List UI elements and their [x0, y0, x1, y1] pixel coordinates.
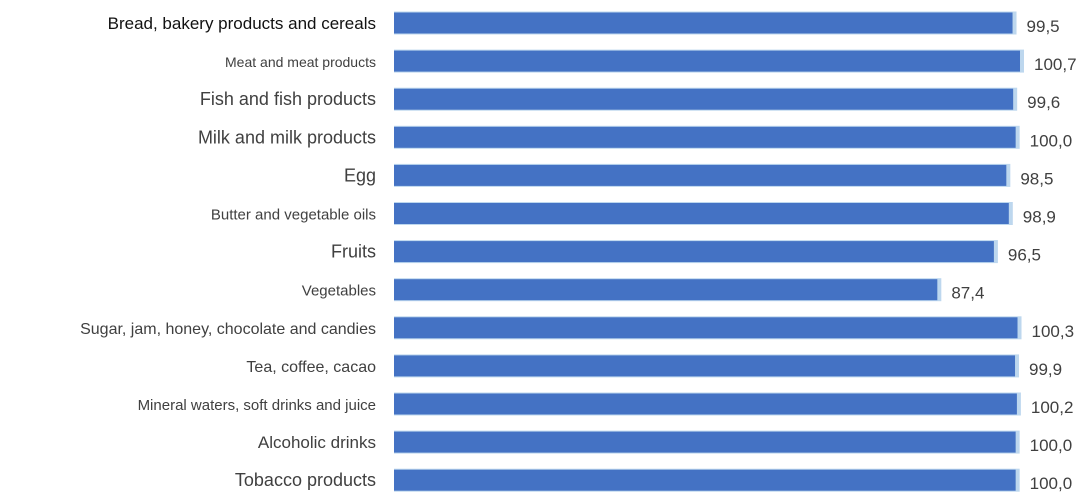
category-label: Tea, coffee, cacao [246, 359, 376, 376]
data-label: 100,0 [1030, 436, 1073, 455]
data-label: 100,7 [1034, 55, 1077, 74]
category-label: Milk and milk products [198, 127, 376, 147]
data-label: 99,9 [1029, 360, 1062, 379]
data-label: 100,0 [1030, 131, 1073, 150]
category-label: Tobacco products [235, 470, 376, 490]
bar [394, 203, 1009, 224]
category-label: Mineral waters, soft drinks and juice [138, 397, 376, 414]
data-label: 100,0 [1030, 474, 1073, 493]
bar [394, 126, 1016, 148]
data-label: 100,3 [1032, 322, 1075, 341]
data-label: 98,5 [1020, 169, 1053, 188]
bar [394, 469, 1016, 491]
bar [394, 164, 1007, 186]
category-label: Fruits [331, 242, 376, 262]
category-label: Egg [344, 165, 376, 185]
data-label: 87,4 [951, 284, 984, 303]
bar [394, 88, 1014, 110]
bar [394, 431, 1016, 453]
category-label: Bread, bakery products and cereals [108, 14, 376, 33]
bar [394, 393, 1017, 415]
category-label: Vegetables [302, 283, 376, 300]
category-label: Fish and fish products [200, 89, 376, 109]
bar [394, 50, 1020, 72]
bar [394, 355, 1016, 377]
bar [394, 12, 1013, 34]
bar [394, 279, 938, 301]
category-label: Butter and vegetable oils [211, 207, 376, 224]
data-label: 98,9 [1023, 208, 1056, 227]
data-label: 99,6 [1027, 93, 1060, 112]
bar [394, 317, 1018, 339]
category-label: Alcoholic drinks [258, 433, 376, 452]
category-label: Meat and meat products [225, 54, 376, 70]
data-label: 99,5 [1027, 17, 1060, 36]
bar [394, 241, 994, 263]
data-label: 100,2 [1031, 398, 1074, 417]
data-label: 96,5 [1008, 246, 1041, 265]
category-label: Sugar, jam, honey, chocolate and candies [80, 321, 376, 338]
